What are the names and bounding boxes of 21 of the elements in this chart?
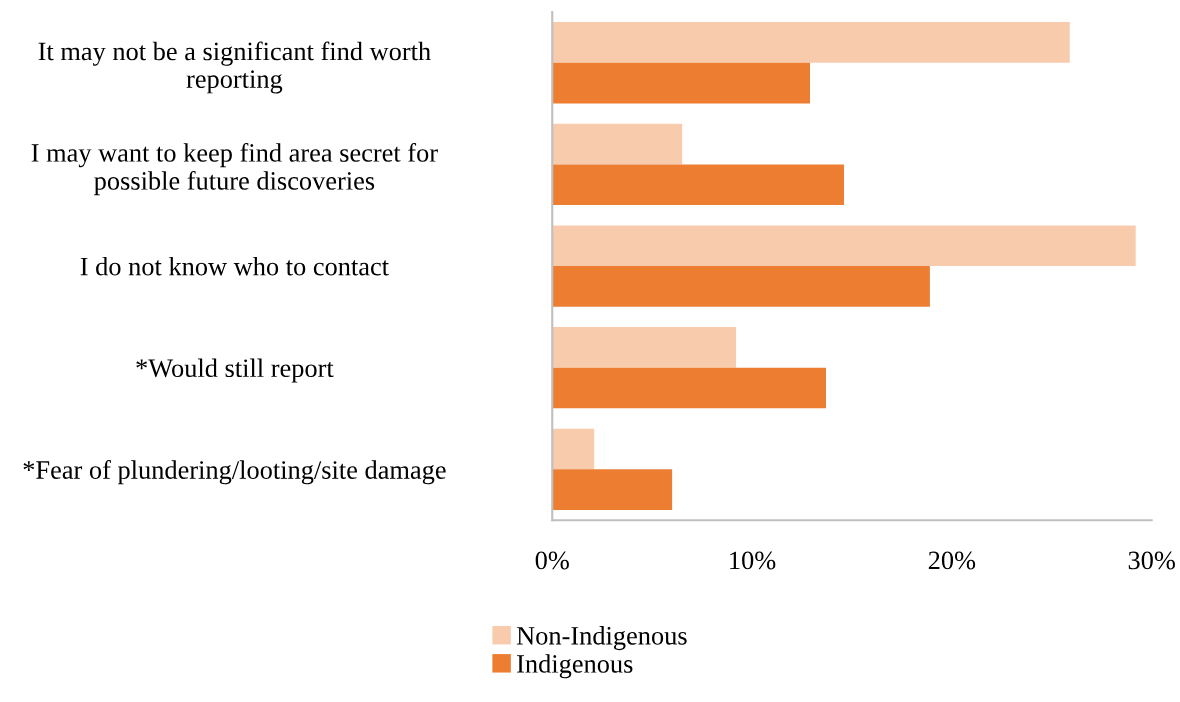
bar — [552, 266, 930, 307]
legend-label: Non-Indigenous — [516, 626, 687, 651]
x-tick-label: 0% — [535, 551, 569, 570]
x-tick-label: 10% — [730, 551, 776, 570]
bar — [552, 164, 844, 206]
bar — [552, 428, 595, 470]
y-tick-label: I may want to keep find area secret for possible future discoveries — [31, 142, 438, 196]
legend-label: Indigenous — [517, 654, 633, 679]
bar — [552, 367, 826, 409]
bar — [552, 225, 1136, 267]
x-tick-label: 30% — [1128, 551, 1175, 570]
bar — [552, 62, 810, 104]
bar — [552, 123, 683, 165]
y-tick-label: It may not be a significant find worth reporting — [38, 41, 431, 94]
bar — [552, 22, 1070, 63]
bar — [552, 469, 673, 511]
y-tick-label: *Fear of plundering/looting/site damage — [23, 460, 446, 485]
x-tick-label: 20% — [928, 551, 976, 570]
bar — [552, 327, 737, 368]
y-tick-label: I do not know who to contact — [80, 256, 389, 276]
y-tick-label: *Would still report — [136, 358, 334, 383]
